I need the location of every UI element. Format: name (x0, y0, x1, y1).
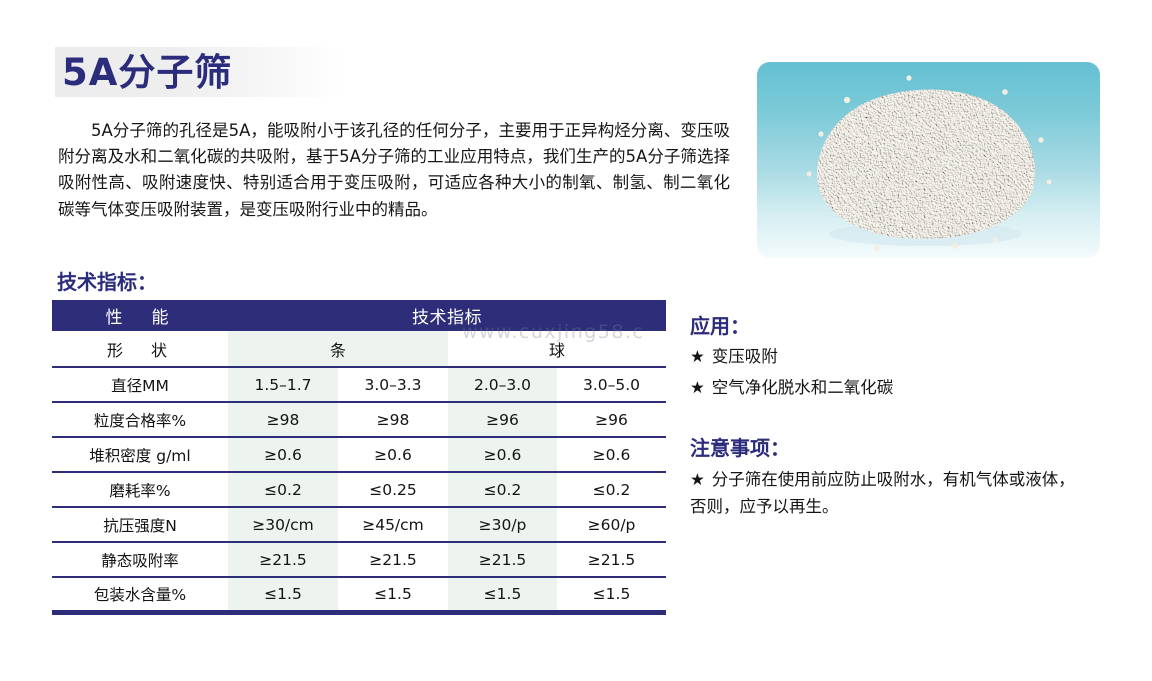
star-icon: ★ (690, 470, 705, 489)
row-value: ≤0.25 (338, 472, 448, 508)
row-label: 静态吸附率 (52, 542, 228, 578)
table-row: 包装水含量% ≤1.5 ≤1.5 ≤1.5 ≤1.5 (52, 577, 666, 615)
row-value: ≥21.5 (448, 542, 557, 578)
application-item-0: ★ 变压吸附 (690, 344, 778, 370)
row-value: ≥98 (338, 402, 448, 438)
table-row: 抗压强度N ≥30/cm ≥45/cm ≥30/p ≥60/p (52, 507, 666, 543)
table-row: 粒度合格率% ≥98 ≥98 ≥96 ≥96 (52, 402, 666, 438)
spec-table: 性 能 技术指标 形 状 条 球 直径MM 1.5–1.7 3.0–3.3 2.0–3… (52, 300, 666, 615)
header-property: 性 能 (52, 300, 228, 331)
product-photo (757, 62, 1100, 258)
application-item-0-label: 变压吸附 (711, 347, 778, 366)
row-value: ≤0.2 (557, 472, 666, 508)
table-row: 静态吸附率 ≥21.5 ≥21.5 ≥21.5 ≥21.5 (52, 542, 666, 578)
table-header-row: 性 能 技术指标 (52, 300, 666, 331)
application-heading: 应用： (690, 314, 750, 338)
row-label: 堆积密度 g/ml (52, 437, 228, 473)
header-indicator: 技术指标 (228, 300, 666, 331)
star-icon: ★ (690, 347, 705, 366)
row-value: ≤1.5 (228, 577, 338, 615)
table-row: 堆积密度 g/ml ≥0.6 ≥0.6 ≥0.6 ≥0.6 (52, 437, 666, 473)
row-value: ≥30/p (448, 507, 557, 543)
row-value: ≤1.5 (557, 577, 666, 615)
shape-strip: 条 (228, 331, 448, 368)
row-value: ≥45/cm (338, 507, 448, 543)
row-value: ≥30/cm (228, 507, 338, 543)
row-value: ≤0.2 (228, 472, 338, 508)
table-body: 形 状 条 球 直径MM 1.5–1.7 3.0–3.3 2.0–3.0 3.0–5.0… (52, 331, 666, 615)
row-value: ≤1.5 (448, 577, 557, 615)
row-value: ≥0.6 (557, 437, 666, 473)
row-value: ≥60/p (557, 507, 666, 543)
spec-table-container: 性 能 技术指标 形 状 条 球 直径MM 1.5–1.7 3.0–3.3 2.0–3… (52, 300, 666, 615)
row-value: ≥21.5 (228, 542, 338, 578)
shape-label: 形 状 (52, 331, 228, 368)
row-label: 粒度合格率% (52, 402, 228, 438)
row-value: ≥96 (557, 402, 666, 438)
spec-section-heading: 技术指标： (57, 270, 157, 294)
row-label: 直径MM (52, 367, 228, 403)
table-row-shape: 形 状 条 球 (52, 331, 666, 368)
row-label: 抗压强度N (52, 507, 228, 543)
shape-ball: 球 (448, 331, 666, 368)
row-value: ≥0.6 (228, 437, 338, 473)
application-item-1-label: 空气净化脱水和二氧化碳 (711, 378, 894, 397)
molecular-sieve-beads-illustration (806, 75, 1052, 251)
row-value: ≥0.6 (338, 437, 448, 473)
row-value: ≤0.2 (448, 472, 557, 508)
title-background-band (55, 47, 345, 97)
row-value: 3.0–3.3 (338, 367, 448, 403)
row-value: 2.0–3.0 (448, 367, 557, 403)
table-row: 磨耗率% ≤0.2 ≤0.25 ≤0.2 ≤0.2 (52, 472, 666, 508)
application-item-1: ★ 空气净化脱水和二氧化碳 (690, 375, 893, 401)
row-value: 3.0–5.0 (557, 367, 666, 403)
notes-text: 分子筛在使用前应防止吸附水，有机气体或液体，否则，应予以再生。 (690, 470, 1075, 516)
row-value: ≥98 (228, 402, 338, 438)
row-value: ≥0.6 (448, 437, 557, 473)
page-title: 5A分子筛 (62, 51, 233, 94)
row-value: ≥96 (448, 402, 557, 438)
notes-heading: 注意事项： (690, 436, 790, 460)
intro-paragraph: 5A分子筛的孔径是5A，能吸附小于该孔径的任何分子，主要用于正异构烃分离、变压吸… (58, 121, 730, 219)
row-value: ≤1.5 (338, 577, 448, 615)
row-label: 包装水含量% (52, 577, 228, 615)
row-value: ≥21.5 (338, 542, 448, 578)
row-value: 1.5–1.7 (228, 367, 338, 403)
table-row: 直径MM 1.5–1.7 3.0–3.3 2.0–3.0 3.0–5.0 (52, 367, 666, 403)
row-label: 磨耗率% (52, 472, 228, 508)
star-icon: ★ (690, 378, 705, 397)
notes-body: ★ 分子筛在使用前应防止吸附水，有机气体或液体，否则，应予以再生。 (690, 466, 1090, 520)
row-value: ≥21.5 (557, 542, 666, 578)
